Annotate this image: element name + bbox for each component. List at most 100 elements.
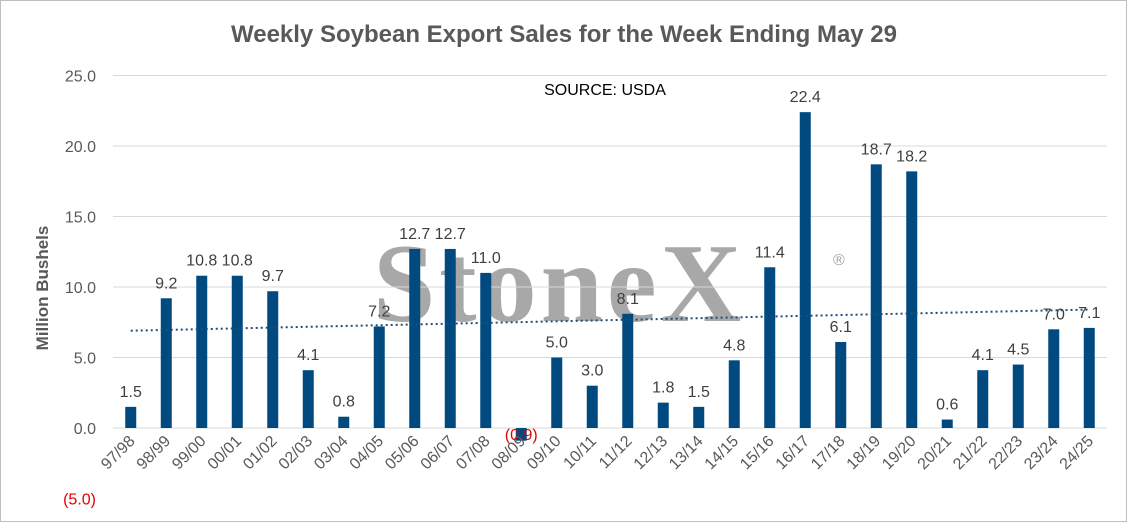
data-label: 4.1 <box>972 347 994 364</box>
data-label: 11.4 <box>755 244 785 261</box>
data-label: 1.5 <box>120 384 142 401</box>
bar <box>622 313 634 428</box>
bar <box>870 164 882 428</box>
data-label: 7.0 <box>1043 306 1065 323</box>
data-label: (0.9) <box>505 427 538 444</box>
data-label: 12.7 <box>399 226 430 243</box>
x-tick-label: 17/18 <box>808 433 848 473</box>
x-tick-label: 06/07 <box>418 433 458 473</box>
bar <box>941 419 953 428</box>
gridlines <box>113 75 1107 429</box>
data-label: 3.0 <box>581 363 603 380</box>
y-axis-label: Million Bushels <box>33 226 52 351</box>
y-tick-label: 25.0 <box>65 69 96 86</box>
x-tick-label: 19/20 <box>879 433 919 473</box>
chart-title: Weekly Soybean Export Sales for the Week… <box>231 21 897 48</box>
bar <box>799 112 811 428</box>
data-label: 1.8 <box>652 380 674 397</box>
watermark-registered-mark: ® <box>833 252 845 269</box>
x-tick-label: 22/23 <box>986 433 1026 473</box>
bar <box>657 402 669 428</box>
x-tick-label: 14/15 <box>702 433 742 473</box>
bar <box>1083 327 1095 428</box>
bar <box>196 275 208 428</box>
data-label: 8.1 <box>617 291 639 308</box>
x-tick-label: 23/24 <box>1021 433 1061 473</box>
x-tick-label: 13/14 <box>666 433 706 473</box>
x-tick-label: 24/25 <box>1057 433 1097 473</box>
x-tick-label: 16/17 <box>773 433 813 473</box>
data-label: 5.0 <box>546 335 568 352</box>
x-tick-label: 12/13 <box>631 433 671 473</box>
data-label: 0.8 <box>333 394 355 411</box>
x-tick-label: 00/01 <box>205 433 245 473</box>
bar <box>338 416 350 428</box>
bar <box>480 272 492 428</box>
bar <box>1012 364 1024 428</box>
bar <box>373 326 385 428</box>
data-label: 9.7 <box>262 268 284 285</box>
y-axis-ticks: (5.0) 0.0 5.0 10.0 15.0 20.0 25.0 <box>63 69 96 509</box>
x-tick-label: 18/19 <box>844 433 884 473</box>
x-tick-label: 98/99 <box>134 433 174 473</box>
watermark: StoneX ® <box>373 222 845 346</box>
bar <box>267 291 279 428</box>
x-tick-label: 97/98 <box>98 433 138 473</box>
bars <box>125 112 1095 441</box>
y-tick-label: 10.0 <box>65 280 96 297</box>
x-tick-label: 03/04 <box>311 433 351 473</box>
data-label: 9.2 <box>155 275 177 292</box>
data-label: 11.0 <box>471 250 501 267</box>
bar <box>409 248 421 428</box>
x-tick-label: 04/05 <box>347 433 387 473</box>
data-label: 4.5 <box>1007 342 1029 359</box>
data-label: 4.1 <box>297 347 319 364</box>
data-label: 0.6 <box>936 397 958 414</box>
data-label: 10.8 <box>222 253 253 270</box>
x-tick-label: 11/12 <box>596 433 636 473</box>
bar <box>515 428 527 441</box>
y-tick-label: (5.0) <box>63 492 96 509</box>
bar <box>977 370 989 428</box>
y-tick-label: 20.0 <box>65 139 96 156</box>
data-label: 18.2 <box>896 148 927 165</box>
x-tick-label: 15/16 <box>737 433 777 473</box>
x-tick-label: 20/21 <box>915 433 955 473</box>
data-label: 1.5 <box>688 384 710 401</box>
x-tick-label: 10/11 <box>561 433 601 473</box>
source-annotation: SOURCE: USDA <box>544 82 666 99</box>
data-label: 22.4 <box>790 89 821 106</box>
x-tick-label: 07/08 <box>453 433 493 473</box>
data-label: 7.2 <box>368 303 390 320</box>
bar <box>835 341 847 428</box>
data-label: 18.7 <box>861 141 892 158</box>
data-labels: 1.5 9.2 10.8 10.8 9.7 4.1 0.8 7.2 12.7 12.7 11.0 (0… <box>120 89 1101 444</box>
watermark-logo: StoneX <box>373 222 745 346</box>
bar <box>551 357 563 428</box>
data-label: 4.8 <box>723 337 745 354</box>
bar <box>906 171 918 428</box>
x-tick-label: 99/00 <box>169 433 209 473</box>
bar <box>764 267 776 428</box>
x-axis-ticks: 97/9898/9999/0000/0101/0202/0303/0404/05… <box>98 433 1097 473</box>
bar <box>586 385 598 428</box>
bar <box>1048 329 1060 428</box>
bar <box>693 406 705 428</box>
bar <box>444 248 456 428</box>
x-tick-label: 05/06 <box>382 433 422 473</box>
y-tick-label: 15.0 <box>65 210 96 227</box>
x-tick-label: 21/22 <box>950 433 990 473</box>
y-tick-label: 5.0 <box>74 351 96 368</box>
bar <box>728 360 740 428</box>
bar <box>125 406 137 428</box>
data-label: 6.1 <box>830 319 852 336</box>
data-label: 12.7 <box>435 226 466 243</box>
data-label: 7.1 <box>1078 305 1100 322</box>
data-label: 10.8 <box>186 253 217 270</box>
bar <box>231 275 243 428</box>
bar <box>302 370 314 428</box>
bar <box>160 298 172 428</box>
x-tick-label: 02/03 <box>276 433 316 473</box>
